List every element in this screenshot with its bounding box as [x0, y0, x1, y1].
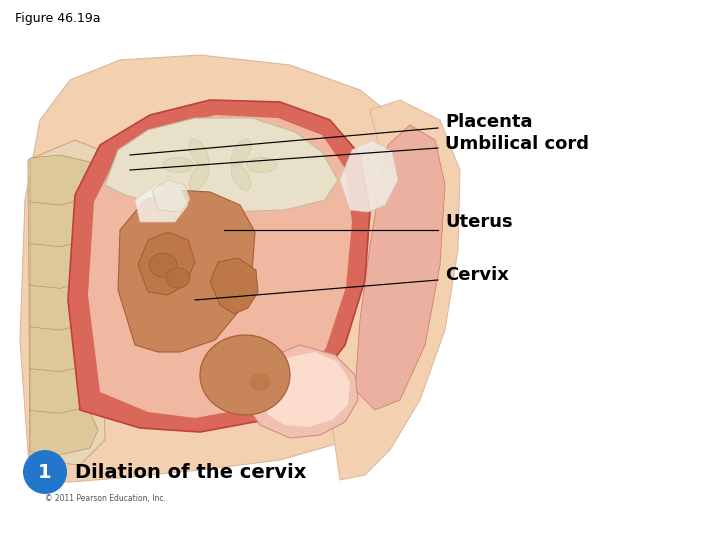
- Ellipse shape: [189, 139, 209, 166]
- Ellipse shape: [249, 373, 271, 391]
- Ellipse shape: [163, 158, 193, 172]
- Polygon shape: [68, 100, 370, 432]
- Polygon shape: [30, 322, 98, 372]
- Text: Dilation of the cervix: Dilation of the cervix: [75, 462, 307, 482]
- Polygon shape: [30, 197, 98, 247]
- Polygon shape: [88, 115, 352, 418]
- Polygon shape: [20, 55, 450, 482]
- Polygon shape: [30, 363, 98, 413]
- Polygon shape: [105, 118, 338, 212]
- Text: Umbilical cord: Umbilical cord: [445, 135, 589, 153]
- Ellipse shape: [149, 253, 177, 277]
- Ellipse shape: [166, 268, 190, 288]
- Polygon shape: [30, 405, 98, 455]
- Ellipse shape: [231, 164, 251, 191]
- Polygon shape: [30, 280, 98, 330]
- Text: Uterus: Uterus: [445, 213, 513, 231]
- Polygon shape: [30, 238, 98, 288]
- Polygon shape: [30, 155, 98, 205]
- Polygon shape: [118, 190, 255, 352]
- Polygon shape: [135, 185, 188, 222]
- Polygon shape: [262, 352, 350, 427]
- Polygon shape: [152, 180, 190, 212]
- Polygon shape: [138, 232, 195, 295]
- Ellipse shape: [231, 139, 251, 166]
- Ellipse shape: [247, 158, 277, 172]
- Circle shape: [23, 450, 67, 494]
- Text: Cervix: Cervix: [445, 266, 509, 284]
- Text: 1: 1: [38, 462, 52, 482]
- Polygon shape: [330, 100, 460, 480]
- Polygon shape: [250, 345, 358, 438]
- Text: Figure 46.19a: Figure 46.19a: [15, 12, 101, 25]
- Polygon shape: [340, 140, 398, 212]
- Polygon shape: [355, 125, 445, 410]
- Text: © 2011 Pearson Education, Inc.: © 2011 Pearson Education, Inc.: [45, 494, 166, 503]
- Ellipse shape: [200, 335, 290, 415]
- Ellipse shape: [189, 164, 209, 191]
- Polygon shape: [28, 140, 105, 465]
- Polygon shape: [210, 258, 258, 314]
- Text: Placenta: Placenta: [445, 113, 533, 131]
